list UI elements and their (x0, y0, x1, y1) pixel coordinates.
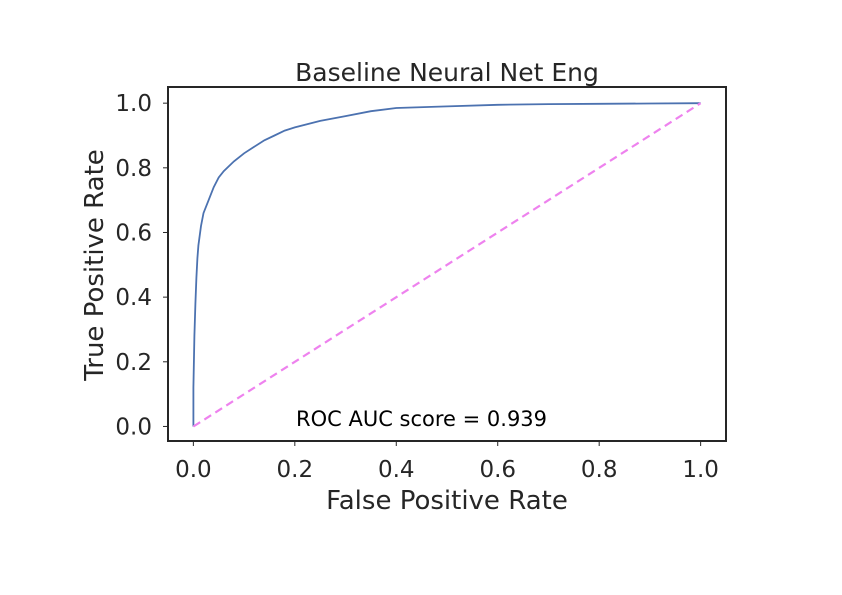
x-tick-label: 0.0 (175, 457, 212, 483)
roc-curve-line (192, 102, 701, 427)
auc-annotation: ROC AUC score = 0.939 (296, 407, 547, 431)
y-axis-label: True Positive Rate (80, 149, 110, 382)
y-axis-ticks: 0.0 0.2 0.4 0.6 0.8 1.0 (115, 91, 168, 440)
x-tick-label: 0.8 (581, 457, 618, 483)
plot-area (192, 102, 702, 428)
y-tick-label: 0.2 (115, 350, 152, 376)
plot-frame (167, 86, 727, 442)
y-tick-label: 0.0 (115, 414, 152, 440)
y-tick-label: 0.6 (115, 220, 152, 246)
chance-line (192, 102, 702, 428)
x-axis-label: False Positive Rate (326, 486, 568, 516)
x-tick-label: 0.4 (378, 457, 415, 483)
chart-title: Baseline Neural Net Eng (295, 58, 599, 87)
y-tick-label: 0.4 (115, 285, 152, 311)
y-tick-label: 1.0 (115, 91, 152, 117)
x-tick-label: 0.6 (479, 457, 516, 483)
y-tick-label: 0.8 (115, 156, 152, 182)
x-axis-ticks: 0.0 0.2 0.4 0.6 0.8 1.0 (175, 441, 719, 483)
x-tick-label: 0.2 (277, 457, 314, 483)
x-tick-label: 1.0 (682, 457, 719, 483)
